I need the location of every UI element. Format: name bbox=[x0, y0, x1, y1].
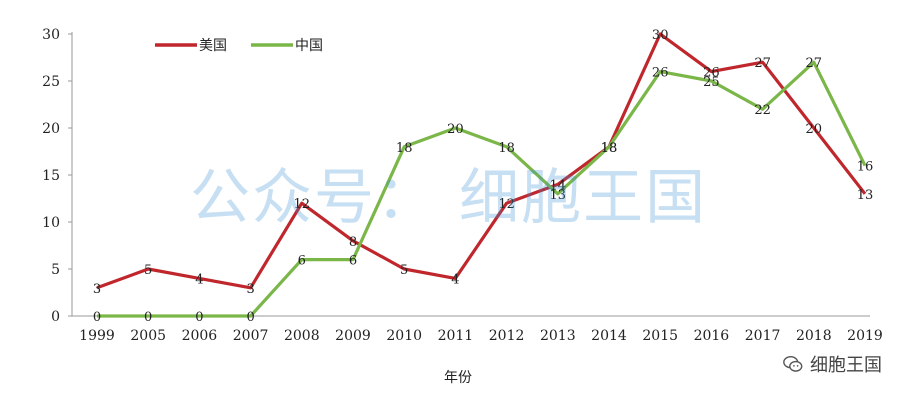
watermark: 公众号： 细胞王国 bbox=[190, 163, 707, 233]
data-label-usa: 27 bbox=[754, 56, 771, 71]
legend-label-china: 中国 bbox=[295, 38, 323, 54]
x-tick-label: 2009 bbox=[335, 328, 371, 344]
x-tick-label: 2014 bbox=[591, 328, 627, 344]
data-label-china: 13 bbox=[550, 188, 567, 203]
data-label-china: 0 bbox=[195, 310, 203, 325]
x-tick-label: 2019 bbox=[847, 328, 883, 344]
data-label-usa: 20 bbox=[806, 122, 823, 137]
y-tick-label: 20 bbox=[42, 121, 60, 137]
x-tick-label: 2006 bbox=[182, 328, 218, 344]
data-label-china: 0 bbox=[144, 310, 152, 325]
y-tick-label: 25 bbox=[42, 74, 60, 90]
chart-legend: 美国 中国 bbox=[155, 38, 323, 54]
x-axis-title: 年份 bbox=[444, 370, 472, 386]
data-label-china: 20 bbox=[447, 122, 464, 137]
x-tick-label: 2013 bbox=[540, 328, 576, 344]
x-tick-label: 2015 bbox=[642, 328, 678, 344]
x-tick-label: 2016 bbox=[694, 328, 730, 344]
data-label-usa: 30 bbox=[652, 28, 669, 43]
data-label-usa: 18 bbox=[601, 141, 618, 156]
data-label-china: 25 bbox=[703, 75, 720, 90]
x-tick-label: 2011 bbox=[438, 328, 474, 344]
y-tick-label: 10 bbox=[42, 215, 60, 231]
data-label-china: 16 bbox=[857, 160, 874, 175]
x-tick-label: 2018 bbox=[796, 328, 832, 344]
data-label-china: 18 bbox=[498, 141, 515, 156]
chart-series bbox=[96, 32, 867, 318]
data-label-usa: 12 bbox=[498, 197, 515, 212]
data-label-usa: 8 bbox=[349, 235, 357, 250]
data-label-usa: 26 bbox=[703, 66, 720, 81]
data-label-china: 6 bbox=[298, 254, 306, 269]
x-tick-label: 2008 bbox=[284, 328, 320, 344]
legend-label-usa: 美国 bbox=[199, 38, 227, 54]
x-tick-label: 2005 bbox=[130, 328, 166, 344]
data-label-usa: 13 bbox=[857, 188, 874, 203]
series-line-usa bbox=[96, 32, 867, 290]
x-tick-label: 1999 bbox=[79, 328, 115, 344]
x-tick-label: 2017 bbox=[745, 328, 781, 344]
y-tick-label: 15 bbox=[42, 168, 60, 184]
x-tick-label: 2007 bbox=[233, 328, 269, 344]
x-tick-label: 2012 bbox=[489, 328, 525, 344]
data-label-usa: 5 bbox=[400, 263, 408, 278]
data-label-china: 22 bbox=[754, 103, 771, 118]
data-label-china: 27 bbox=[806, 56, 823, 71]
data-label-china: 18 bbox=[601, 141, 618, 156]
data-label-china: 26 bbox=[652, 66, 669, 81]
x-tick-label: 2010 bbox=[386, 328, 422, 344]
data-labels: 3 5 4 3 12 8 5 4 12 14 18 30 26 27 20 13 0 0 0 0 6 6 18 20 18 13 1… bbox=[93, 28, 873, 325]
data-label-usa: 4 bbox=[195, 272, 203, 287]
data-label-usa: 3 bbox=[246, 282, 254, 297]
data-label-china: 0 bbox=[93, 310, 101, 325]
y-tick-label: 5 bbox=[51, 262, 60, 278]
brand-badge: 细胞王国 bbox=[782, 351, 882, 377]
y-axis-ticks: 0 5 10 15 20 25 30 bbox=[42, 27, 72, 325]
data-label-china: 6 bbox=[349, 254, 357, 269]
y-tick-label: 0 bbox=[51, 309, 60, 325]
y-tick-label: 30 bbox=[42, 27, 60, 43]
data-label-usa: 5 bbox=[144, 263, 152, 278]
data-label-usa: 14 bbox=[550, 178, 567, 193]
brand-text: 细胞王国 bbox=[810, 355, 882, 376]
data-label-china: 0 bbox=[246, 310, 254, 325]
data-label-usa: 4 bbox=[451, 272, 459, 287]
series-line-china bbox=[97, 60, 867, 318]
data-label-usa: 12 bbox=[294, 197, 311, 212]
x-axis-ticks: 1999 2005 2006 2007 2008 2009 2010 2011 2012 2013… bbox=[79, 328, 883, 344]
wechat-icon bbox=[783, 355, 803, 372]
data-label-china: 18 bbox=[396, 141, 413, 156]
data-label-usa: 3 bbox=[93, 282, 101, 297]
